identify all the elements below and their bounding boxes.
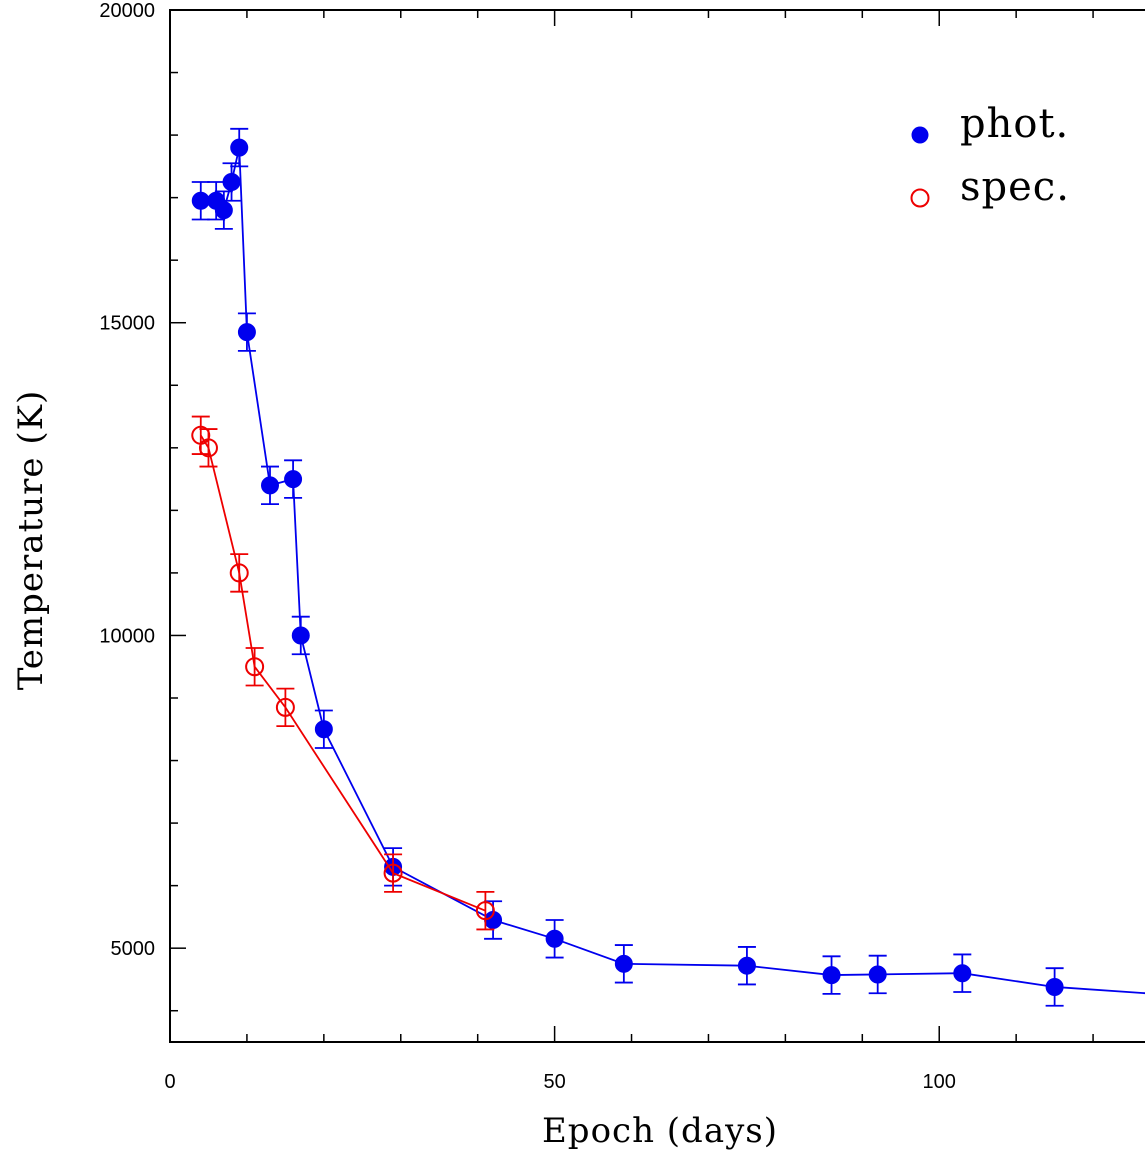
- data-point: [953, 964, 972, 983]
- data-point: [737, 956, 756, 975]
- data-point: [1045, 977, 1064, 996]
- data-point: [237, 323, 256, 342]
- data-point: [245, 657, 265, 677]
- y-tick-label: 10000: [99, 625, 155, 647]
- data-point: [545, 929, 564, 948]
- data-point: [230, 138, 249, 157]
- legend-label: spec.: [960, 164, 1070, 210]
- series-line: [200, 147, 1145, 995]
- axis-ticks: [169, 9, 1094, 1042]
- data-point: [261, 476, 279, 495]
- data-point: [222, 173, 241, 191]
- legend-marker-spec: [910, 188, 930, 208]
- y-axis-title: Temperature (K): [11, 390, 51, 690]
- legend: phot. spec.: [910, 101, 1070, 210]
- data-point: [214, 201, 233, 220]
- series-spec: [191, 415, 495, 931]
- data-point: [314, 720, 333, 739]
- x-axis-title: Epoch (days): [542, 1111, 778, 1151]
- x-tick-label: 0: [164, 1071, 175, 1093]
- data-point: [229, 563, 249, 583]
- data-point: [822, 966, 841, 985]
- legend-label: phot.: [960, 101, 1069, 147]
- data-point: [275, 697, 295, 717]
- tick-labels: 0 50 100 5000 10000 15000 20000: [99, 0, 956, 1093]
- series-line: [200, 434, 486, 912]
- series-phot: [191, 127, 1145, 1007]
- data-point: [198, 438, 218, 458]
- y-tick-label: 15000: [99, 313, 155, 335]
- data-point: [191, 191, 210, 210]
- data-point: [614, 954, 633, 973]
- data-point: [284, 470, 303, 489]
- y-tick-label: 20000: [99, 0, 155, 22]
- plot-frame: [169, 9, 1145, 1043]
- data-point: [475, 901, 495, 921]
- data-point: [383, 863, 403, 883]
- data-point: [868, 965, 887, 984]
- data-point: [291, 626, 310, 645]
- x-tick-label: 50: [543, 1071, 565, 1093]
- y-tick-label: 5000: [111, 938, 156, 960]
- x-tick-label: 100: [923, 1071, 956, 1093]
- legend-marker-phot: [911, 126, 929, 144]
- series-layer: [191, 127, 1145, 1007]
